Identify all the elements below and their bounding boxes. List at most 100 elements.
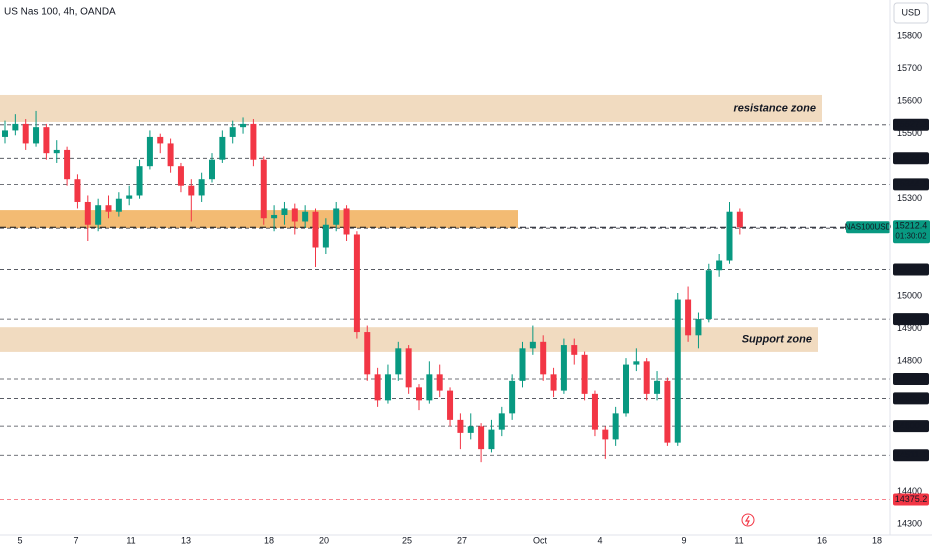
level-tag <box>893 178 929 191</box>
candle-body <box>705 270 712 320</box>
candle-body <box>374 374 381 401</box>
candle-body <box>271 214 278 219</box>
zone <box>0 94 822 122</box>
x-tick-label: 27 <box>457 535 467 545</box>
x-tick-label: 16 <box>817 535 827 545</box>
level-tag <box>893 372 929 385</box>
candle-body <box>560 345 567 391</box>
candle-body <box>726 211 733 261</box>
candle-body <box>623 364 629 414</box>
candle-body <box>519 348 526 381</box>
x-tick-label: 18 <box>872 535 882 545</box>
candle-body <box>12 123 19 131</box>
x-tick-label: 11 <box>734 535 743 545</box>
candle-body <box>281 208 288 215</box>
candle-body <box>695 319 702 336</box>
candle-body <box>736 211 743 228</box>
candle-body <box>126 195 133 199</box>
candle-body <box>405 348 412 388</box>
candle-body <box>509 380 516 414</box>
candle-body <box>716 260 723 271</box>
candle-body <box>291 208 298 222</box>
y-tick-label: 14800 <box>897 356 922 366</box>
level-tag <box>893 420 929 433</box>
candle-body <box>529 341 536 349</box>
candle-body <box>488 429 495 450</box>
candle-body <box>364 332 371 375</box>
level-label: 14929.8 <box>895 313 928 323</box>
level-label: 14600.7 <box>895 421 928 431</box>
y-tick-label: 14400 <box>897 486 922 496</box>
candle-body <box>353 234 360 333</box>
symbol-tag <box>846 221 890 234</box>
level-label: 15424.3 <box>895 153 928 163</box>
x-tick-label: 9 <box>681 535 686 545</box>
level-tag <box>893 263 929 276</box>
candle-body <box>219 136 226 160</box>
candle-body <box>105 205 112 212</box>
y-tick-label: 15300 <box>897 193 922 203</box>
level-tag <box>893 118 929 131</box>
currency-button[interactable] <box>893 2 929 24</box>
candle-body <box>384 374 391 401</box>
candle-body <box>322 224 329 248</box>
zone-label: Support zone <box>742 333 812 345</box>
candle-body <box>612 413 619 440</box>
candle-body <box>571 345 578 355</box>
level-tag <box>893 392 929 405</box>
y-tick-label: 14900 <box>897 323 922 333</box>
level-tag <box>893 313 929 326</box>
x-tick-label: 25 <box>402 535 412 545</box>
candle-body <box>240 123 247 128</box>
candle-body <box>343 208 350 235</box>
level-label: 14745.7 <box>895 373 928 383</box>
x-tick-label: 11 <box>126 535 135 545</box>
event-bolt <box>744 515 750 526</box>
currency[interactable]: USD <box>901 7 921 17</box>
candle-body <box>260 159 267 219</box>
level-tag <box>893 493 929 506</box>
candle-body <box>333 208 340 225</box>
candle-body <box>157 136 164 144</box>
candle-body <box>84 201 91 225</box>
candle-body <box>457 419 464 433</box>
candle-body <box>146 136 153 167</box>
zone <box>0 210 518 228</box>
candle-body <box>188 185 195 196</box>
x-tick-label: Oct <box>533 535 548 545</box>
candle-body <box>115 198 122 212</box>
candle-body <box>43 127 50 154</box>
candle-body <box>602 429 609 440</box>
candle-body <box>33 127 40 144</box>
candle-body <box>53 149 60 154</box>
x-tick-label: 5 <box>17 535 22 545</box>
x-tick-label: 13 <box>181 535 191 545</box>
candle-body <box>581 354 588 394</box>
y-tick-label: 15500 <box>897 128 922 138</box>
level-tag <box>893 152 929 165</box>
candle-body <box>674 299 681 443</box>
candle-body <box>167 143 174 167</box>
candle-body <box>664 380 671 443</box>
x-tick-label: 7 <box>73 535 78 545</box>
candle-body <box>447 390 454 420</box>
price-label: 15212.4 <box>895 221 928 231</box>
candle-body <box>209 159 215 180</box>
candle-body <box>22 123 29 144</box>
candle-body <box>302 211 309 222</box>
candle-body <box>643 361 650 394</box>
candle-body <box>540 341 547 375</box>
candle-body <box>426 374 433 401</box>
candle-body <box>685 299 692 336</box>
level-label: 15344.1 <box>895 179 928 189</box>
event-icon[interactable] <box>741 513 755 527</box>
level-tag <box>893 449 929 462</box>
x-tick-label: 4 <box>597 535 602 545</box>
candle-body <box>591 393 598 430</box>
level-label: 15082.2 <box>895 264 928 274</box>
candle-body <box>198 179 205 196</box>
candle-body <box>633 361 640 365</box>
level-label: 14511.1 <box>895 450 927 460</box>
